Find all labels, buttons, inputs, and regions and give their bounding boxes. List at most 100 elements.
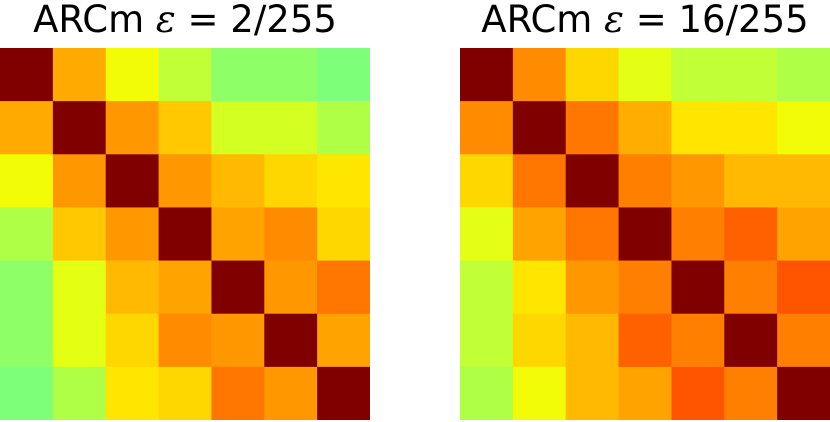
heatmap-cell-6-5 — [724, 366, 778, 420]
heatmap-cell-0-6 — [317, 48, 370, 102]
heatmap-cell-6-3 — [618, 366, 673, 420]
heatmap-cell-2-0 — [0, 154, 54, 209]
heatmap-cell-6-6 — [317, 366, 370, 420]
heatmap-cell-3-3 — [618, 207, 673, 262]
heatmap-cell-5-5 — [724, 313, 778, 368]
heatmap-cell-2-4 — [671, 154, 725, 209]
heatmap-cell-2-6 — [777, 154, 830, 209]
heatmap-cell-1-6 — [317, 101, 370, 155]
heatmap-cell-3-1 — [52, 207, 107, 262]
heatmap-cell-2-2 — [565, 154, 620, 209]
heatmap-cell-5-4 — [671, 313, 725, 368]
heatmap-panel-right: ARCm ε = 16/255 — [460, 0, 830, 422]
heatmap-cell-0-4 — [211, 48, 265, 102]
heatmap-cell-4-0 — [0, 260, 54, 315]
heatmap-cell-3-6 — [317, 207, 370, 262]
heatmap-cell-6-0 — [0, 366, 54, 420]
heatmap-cell-3-4 — [671, 207, 725, 262]
heatmap-cell-4-5 — [724, 260, 778, 315]
title-prefix-left: ARCm — [33, 0, 145, 41]
heatmap-cell-4-1 — [52, 260, 107, 315]
heatmap-cell-4-4 — [671, 260, 725, 315]
heatmap-cell-5-0 — [0, 313, 54, 368]
heatmap-cell-2-3 — [158, 154, 213, 209]
heatmap-cell-1-1 — [52, 101, 107, 155]
heatmap-cell-2-3 — [618, 154, 673, 209]
heatmap-cell-1-2 — [565, 101, 620, 155]
heatmap-cell-0-5 — [264, 48, 318, 102]
heatmap-cell-5-3 — [158, 313, 213, 368]
heatmap-cell-5-6 — [777, 313, 830, 368]
heatmap-cell-6-6 — [777, 366, 830, 420]
heatmap-cell-0-5 — [724, 48, 778, 102]
heatmap-cell-5-3 — [618, 313, 673, 368]
heatmap-cell-4-6 — [777, 260, 830, 315]
heatmap-cell-4-3 — [618, 260, 673, 315]
heatmap-cell-2-1 — [52, 154, 107, 209]
heatmap-cell-3-3 — [158, 207, 213, 262]
heatmap-cell-6-2 — [105, 366, 160, 420]
heatmap-cell-5-4 — [211, 313, 265, 368]
heatmap-cell-1-5 — [264, 101, 318, 155]
heatmap-cell-5-5 — [264, 313, 318, 368]
heatmap-cell-1-0 — [460, 101, 514, 155]
heatmap-cell-5-2 — [565, 313, 620, 368]
heatmap-cell-0-0 — [460, 48, 514, 102]
heatmap-cell-3-0 — [0, 207, 54, 262]
heatmap-cell-1-0 — [0, 101, 54, 155]
chart-title-left: ARCm ε = 2/255 — [0, 0, 370, 40]
heatmap-cell-3-0 — [460, 207, 514, 262]
title-suffix-right: = 16/255 — [635, 0, 809, 41]
heatmap-cell-2-5 — [264, 154, 318, 209]
heatmap-cell-1-5 — [724, 101, 778, 155]
title-suffix-left: = 2/255 — [187, 0, 337, 41]
heatmap-cell-2-0 — [460, 154, 514, 209]
heatmap-cell-1-2 — [105, 101, 160, 155]
chart-title-right: ARCm ε = 16/255 — [460, 0, 830, 40]
heatmap-cell-6-3 — [158, 366, 213, 420]
heatmap-cell-4-0 — [460, 260, 514, 315]
heatmap-cell-6-2 — [565, 366, 620, 420]
heatmap-cell-0-1 — [512, 48, 567, 102]
heatmap-cell-1-4 — [211, 101, 265, 155]
heatmap-cell-5-6 — [317, 313, 370, 368]
heatmap-cell-5-1 — [512, 313, 567, 368]
heatmap-cell-0-3 — [158, 48, 213, 102]
heatmap-cell-2-4 — [211, 154, 265, 209]
heatmap-cell-2-1 — [512, 154, 567, 209]
heatmap-cell-1-4 — [671, 101, 725, 155]
heatmap-cell-0-2 — [105, 48, 160, 102]
heatmap-cell-5-1 — [52, 313, 107, 368]
heatmap-cell-4-1 — [512, 260, 567, 315]
heatmap-cell-4-2 — [105, 260, 160, 315]
heatmap-cell-3-6 — [777, 207, 830, 262]
heatmap-cell-6-1 — [52, 366, 107, 420]
heatmap-cell-2-5 — [724, 154, 778, 209]
heatmap-cell-4-4 — [211, 260, 265, 315]
heatmap-cell-2-6 — [317, 154, 370, 209]
heatmap-cell-0-6 — [777, 48, 830, 102]
heatmap-cell-3-5 — [724, 207, 778, 262]
heatmap-cell-6-4 — [671, 366, 725, 420]
title-symbol-right: ε — [604, 0, 624, 41]
heatmap-cell-0-3 — [618, 48, 673, 102]
heatmap-cell-6-0 — [460, 366, 514, 420]
heatmap-cell-2-2 — [105, 154, 160, 209]
heatmap-cell-4-2 — [565, 260, 620, 315]
heatmap-cell-0-2 — [565, 48, 620, 102]
heatmap-right — [460, 48, 830, 420]
heatmap-cell-3-2 — [565, 207, 620, 262]
heatmap-cell-5-0 — [460, 313, 514, 368]
heatmap-cell-1-3 — [158, 101, 213, 155]
heatmap-cell-6-5 — [264, 366, 318, 420]
title-prefix-right: ARCm — [481, 0, 593, 41]
heatmap-cell-0-4 — [671, 48, 725, 102]
heatmap-right-svg — [460, 48, 830, 420]
heatmap-cell-3-1 — [512, 207, 567, 262]
heatmap-panel-left: ARCm ε = 2/255 — [0, 0, 370, 422]
heatmap-cell-6-4 — [211, 366, 265, 420]
heatmap-cell-5-2 — [105, 313, 160, 368]
heatmap-cell-4-3 — [158, 260, 213, 315]
heatmap-cell-1-1 — [512, 101, 567, 155]
